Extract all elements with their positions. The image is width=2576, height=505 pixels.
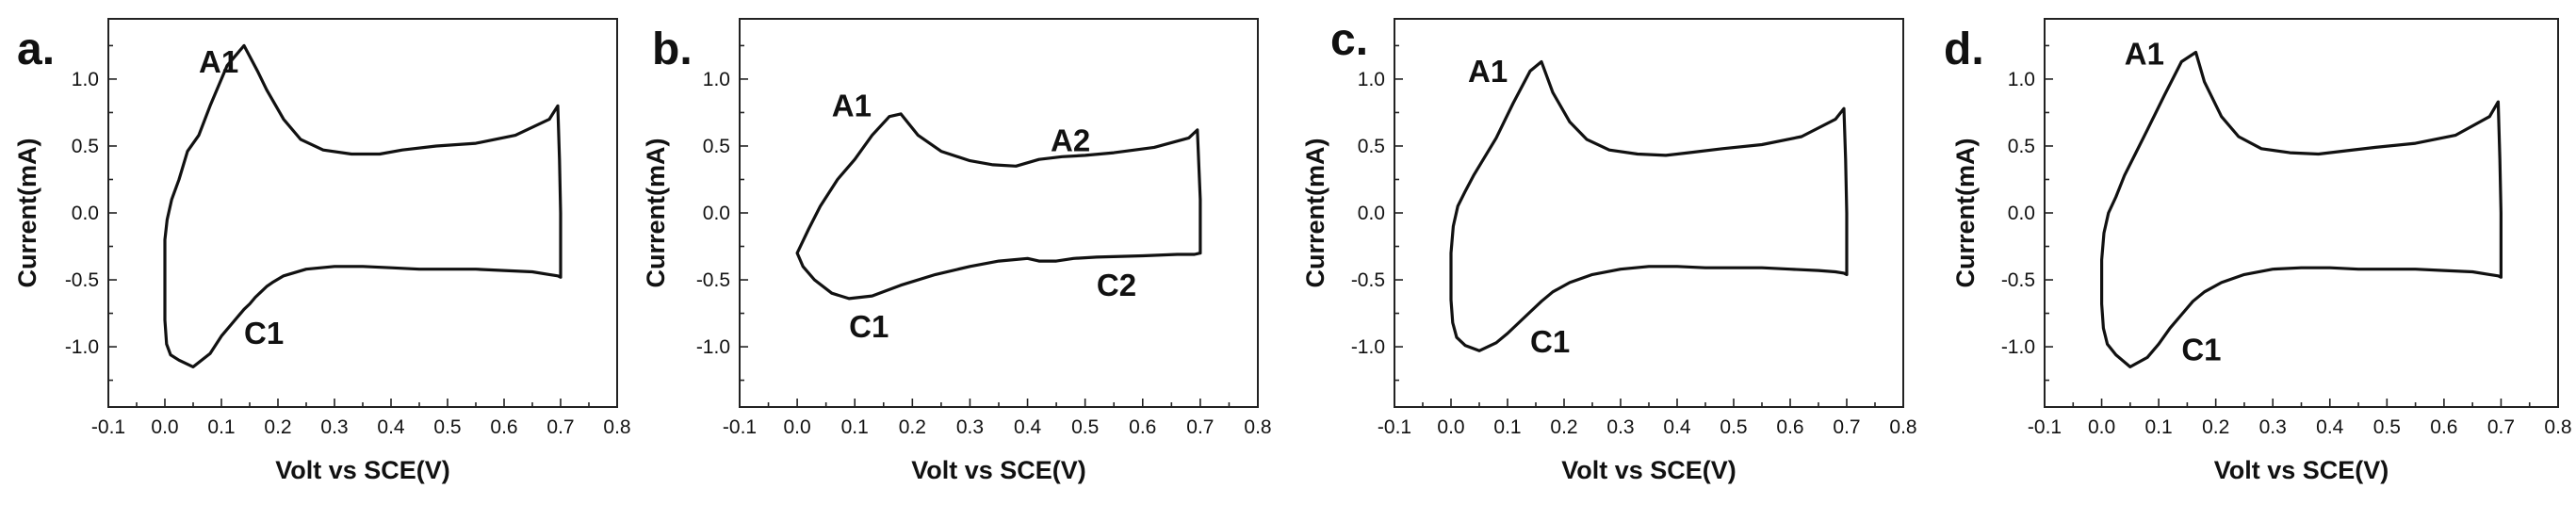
cv-curve [2100,50,2503,368]
x-tick-label: 0.1 [207,416,235,438]
x-tick-label: 0.7 [546,416,574,438]
y-tick-label: 1.0 [2008,69,2035,90]
x-tick-label: 0.7 [1833,416,1860,438]
x-tick-label: 0.1 [2145,416,2173,438]
y-tick-label: -1.0 [65,336,99,358]
x-tick-label: 0.6 [2430,416,2457,438]
x-tick-label: 0.0 [784,416,811,438]
peak-annotation: A1 [2125,36,2164,71]
panel-label: d. [1944,24,1984,74]
peak-annotation: A2 [1051,123,1090,158]
x-tick-label: 0.8 [1889,416,1916,438]
y-tick-label: -0.5 [2001,269,2035,291]
x-tick-label: 0.3 [320,416,348,438]
x-tick-label: 0.3 [956,416,984,438]
x-tick-label: -0.1 [1378,416,1411,438]
y-tick-label: 0.0 [72,203,99,224]
peak-annotation: A1 [199,44,238,79]
x-tick-label: -0.1 [91,416,125,438]
x-tick-label: 0.2 [2202,416,2229,438]
y-tick-label: -1.0 [1351,336,1385,358]
x-tick-label: 0.2 [899,416,926,438]
x-tick-label: 0.2 [264,416,291,438]
x-tick-label: -0.1 [2028,416,2062,438]
y-tick-label: -1.0 [2001,336,2035,358]
panel-label: b. [652,24,693,74]
peak-annotation: C1 [849,309,889,344]
x-tick-label: 0.6 [1129,416,1156,438]
plot-frame [107,18,618,408]
x-tick-label: 0.4 [377,416,405,438]
y-tick-label: 0.5 [1358,136,1385,157]
panel-label: c. [1330,15,1368,65]
x-tick-label: 0.6 [490,416,517,438]
x-tick-label: 0.2 [1550,416,1577,438]
peak-annotation: C2 [1097,268,1136,302]
x-tick-label: 0.0 [151,416,178,438]
y-tick-label: 0.0 [703,203,730,224]
y-tick-label: 0.5 [2008,136,2035,157]
plot-frame [2044,18,2559,408]
x-tick-label: 0.4 [2316,416,2344,438]
x-tick-label: 0.4 [1014,416,1042,438]
peak-annotation: A1 [1468,54,1508,89]
x-axis-title: Volt vs SCE(V) [2214,456,2389,484]
x-tick-label: 0.5 [1071,416,1099,438]
y-tick-label: -1.0 [696,336,730,358]
chart-panel-1: -0.1 0.0 0.1 0.2 0.3 0.4 0.5 0.6 0.7 0.8 -1.0 -0.5 0… [642,18,1272,484]
peak-annotation: A1 [832,89,872,123]
y-tick-label: 0.0 [2008,203,2035,224]
x-tick-label: 0.1 [841,416,869,438]
x-tick-label: 0.6 [1776,416,1803,438]
y-tick-label: 0.0 [1358,203,1385,224]
cv-curve [795,112,1202,301]
y-tick-label: 1.0 [72,69,99,90]
x-tick-label: 0.3 [2259,416,2287,438]
peak-annotation: C1 [1530,324,1570,359]
y-tick-label: 0.5 [72,136,99,157]
x-tick-label: 0.8 [2544,416,2571,438]
x-tick-label: 0.1 [1493,416,1521,438]
x-axis-title: Volt vs SCE(V) [275,456,450,484]
y-tick-label: -0.5 [65,269,99,291]
x-tick-label: 0.7 [1186,416,1214,438]
y-axis-title: Current(mA) [1301,138,1329,288]
x-tick-label: 0.5 [2373,416,2401,438]
y-tick-label: 0.5 [703,136,730,157]
x-tick-label: 0.0 [1437,416,1464,438]
peak-annotation: C1 [244,316,284,350]
cv-curve [1449,59,1849,352]
chart-panel-2: -0.1 0.0 0.1 0.2 0.3 0.4 0.5 0.6 0.7 0.8 -1.0 -0.5 0… [1301,15,1917,484]
x-axis-title: Volt vs SCE(V) [911,456,1086,484]
x-tick-label: 0.5 [433,416,461,438]
cv-curve [163,43,562,368]
x-tick-label: 0.8 [603,416,630,438]
peak-annotation: C1 [2181,332,2221,367]
x-tick-label: -0.1 [723,416,757,438]
y-axis-title: Current(mA) [1951,138,1980,288]
x-tick-label: 0.3 [1606,416,1634,438]
x-tick-label: 0.5 [1720,416,1747,438]
x-axis-title: Volt vs SCE(V) [1561,456,1736,484]
x-tick-label: 0.7 [2487,416,2515,438]
chart-panel-0: -0.1 0.0 0.1 0.2 0.3 0.4 0.5 0.6 0.7 0.8 -1.0 -0.5 0… [13,18,631,484]
y-tick-label: 1.0 [703,69,730,90]
y-axis-title: Current(mA) [13,138,41,288]
y-tick-label: -0.5 [1351,269,1385,291]
chart-panel-3: -0.1 0.0 0.1 0.2 0.3 0.4 0.5 0.6 0.7 0.8 -1.0 -0.5 0… [1944,18,2572,484]
panel-label: a. [17,24,55,74]
x-tick-label: 0.8 [1244,416,1271,438]
y-tick-label: -0.5 [696,269,730,291]
x-tick-label: 0.4 [1663,416,1691,438]
y-tick-label: 1.0 [1358,69,1385,90]
x-tick-label: 0.0 [2088,416,2115,438]
y-axis-title: Current(mA) [642,138,670,288]
